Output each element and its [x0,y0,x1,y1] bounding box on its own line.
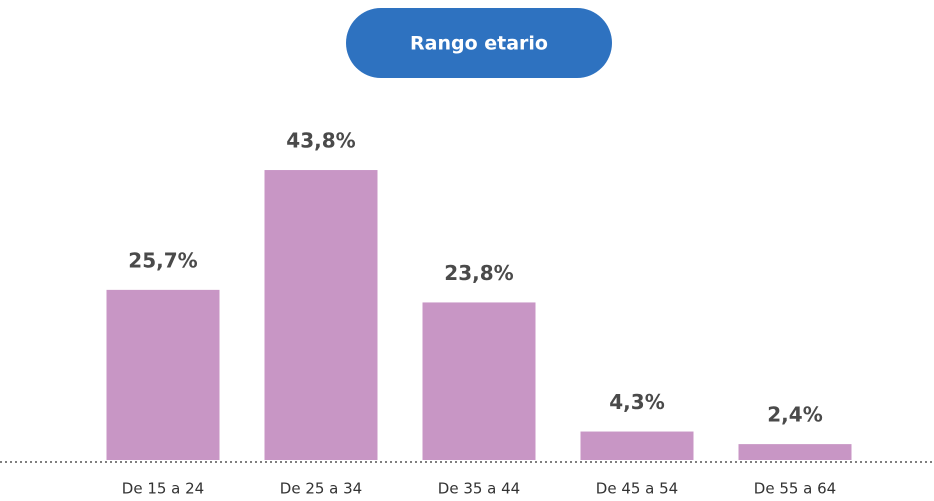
bar [264,170,378,460]
x-tick-label: De 25 a 34 [280,480,362,498]
bar [422,302,536,460]
chart-title: Rango etario [410,33,548,55]
value-label: 23,8% [444,261,513,285]
title-pill [346,8,612,78]
bar [738,444,852,460]
x-tick-label: De 55 a 64 [754,480,836,498]
bar [580,431,694,460]
x-tick-label: De 35 a 44 [438,480,520,498]
value-label: 2,4% [767,403,822,427]
value-label: 43,8% [286,129,355,153]
bar [106,289,220,460]
x-tick-label: De 15 a 24 [122,480,204,498]
value-label: 4,3% [609,390,664,414]
x-tick-label: De 45 a 54 [596,480,678,498]
value-label: 25,7% [128,248,197,272]
